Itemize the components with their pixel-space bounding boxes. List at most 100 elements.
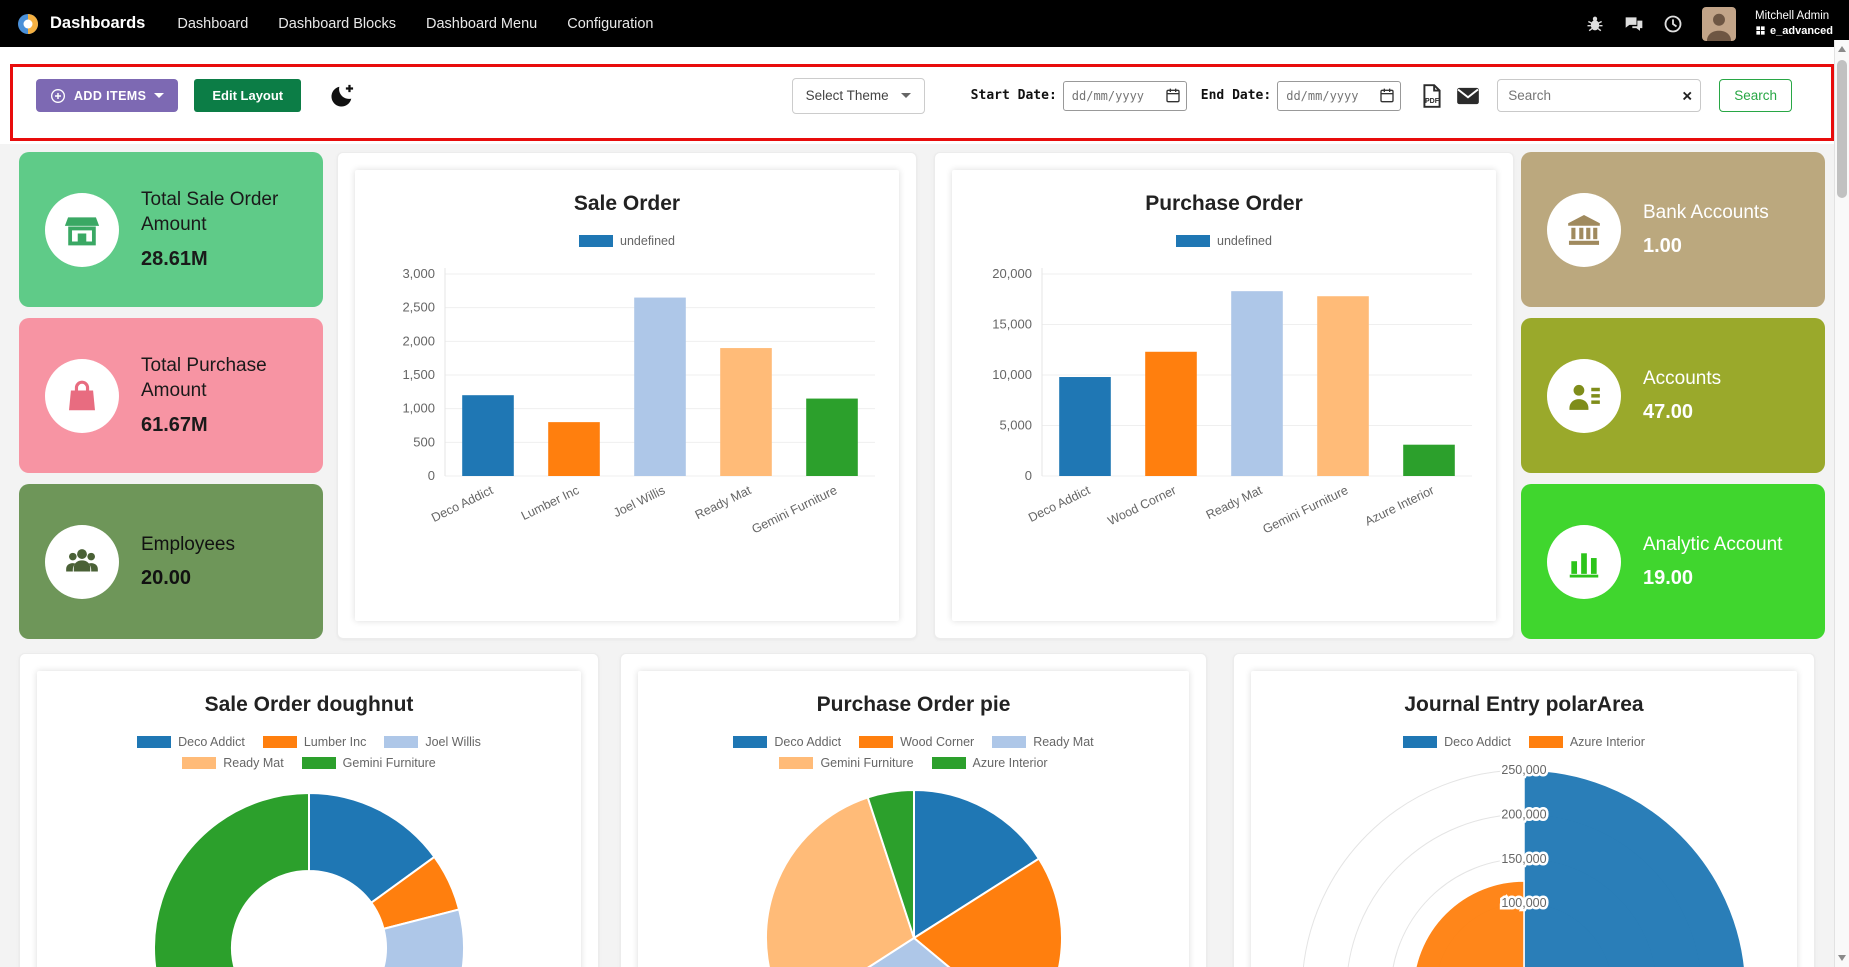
store-icon — [63, 211, 101, 249]
legend-item[interactable]: Ready Mat — [182, 756, 284, 770]
tile-icon-circle — [1547, 524, 1621, 599]
dashboard-toolbar: ADD ITEMS Edit Layout Select Theme Start… — [0, 47, 1834, 144]
svg-text:20,000: 20,000 — [992, 266, 1032, 281]
legend-item[interactable]: undefined — [1176, 234, 1272, 248]
svg-text:Wood Corner: Wood Corner — [1106, 483, 1179, 528]
user-avatar[interactable] — [1702, 6, 1737, 41]
svg-text:Lumber Inc: Lumber Inc — [519, 483, 581, 523]
activities-clock-icon[interactable] — [1663, 14, 1683, 34]
select-theme-dropdown[interactable]: Select Theme — [791, 77, 925, 114]
legend-item[interactable]: Joel Willis — [384, 735, 481, 749]
chart-legend: Deco Addict Lumber Inc Joel Willis Ready Ma… — [137, 735, 481, 770]
legend-label: Wood Corner — [900, 735, 975, 749]
main-menu: Dashboard Dashboard Blocks Dashboard Menu C… — [177, 16, 653, 32]
svg-text:Deco Addict: Deco Addict — [1026, 483, 1093, 525]
dark-mode-moon-icon[interactable] — [329, 82, 356, 109]
send-mail-icon[interactable] — [1455, 83, 1481, 109]
caret-down-icon — [154, 93, 165, 98]
company-icon — [1755, 25, 1766, 36]
svg-text:1,500: 1,500 — [402, 367, 435, 382]
legend-item[interactable]: Deco Addict — [1403, 735, 1511, 749]
stat-tile-accounts[interactable]: Accounts 47.00 — [1521, 318, 1825, 473]
nav-menu-item-dashboard-blocks[interactable]: Dashboard Blocks — [278, 15, 396, 32]
legend-label: undefined — [1217, 234, 1272, 248]
chart-legend: Deco Addict Azure Interior — [1403, 735, 1645, 749]
svg-text:200,000: 200,000 — [1501, 807, 1546, 821]
legend-swatch — [931, 757, 966, 769]
tile-label: Total Sale Order Amount — [141, 189, 279, 235]
end-date-input[interactable] — [1277, 80, 1402, 111]
stat-tile-total-sale-order-amount[interactable]: Total Sale Order Amount 28.61M — [19, 152, 323, 307]
chart-title: Purchase Order — [1145, 192, 1303, 215]
legend-item[interactable]: Gemini Furniture — [301, 756, 436, 770]
add-items-button[interactable]: ADD ITEMS — [36, 79, 179, 112]
app-title[interactable]: Dashboards — [50, 14, 146, 32]
legend-item[interactable]: undefined — [579, 234, 675, 248]
legend-swatch — [1403, 736, 1438, 748]
chart-title: Sale Order — [573, 192, 681, 215]
tile-icon-circle — [1547, 192, 1621, 267]
legend-label: Gemini Furniture — [820, 756, 914, 770]
tile-value: 47.00 — [1643, 401, 1694, 424]
legend-item[interactable]: Lumber Inc — [262, 735, 366, 749]
svg-text:Ready Mat: Ready Mat — [1204, 483, 1265, 522]
messages-icon[interactable] — [1624, 14, 1644, 34]
legend-swatch — [579, 235, 614, 247]
stat-tile-analytic-account[interactable]: Analytic Account 19.00 — [1521, 484, 1825, 639]
search-button[interactable]: Search — [1719, 79, 1792, 112]
debug-bug-icon[interactable] — [1585, 14, 1605, 34]
legend-swatch — [859, 736, 894, 748]
start-date-group: Start Date: — [971, 80, 1187, 111]
start-date-input[interactable] — [1062, 80, 1187, 111]
tile-value: 20.00 — [141, 567, 192, 590]
svg-text:Joel Willis: Joel Willis — [611, 483, 667, 520]
scroll-down-arrow[interactable] — [1838, 955, 1846, 961]
legend-label: Ready Mat — [1033, 735, 1094, 749]
svg-text:Deco Addict: Deco Addict — [429, 483, 496, 525]
end-date-group: End Date: — [1201, 80, 1402, 111]
legend-item[interactable]: Gemini Furniture — [779, 756, 914, 770]
legend-item[interactable]: Azure Interior — [1528, 735, 1645, 749]
stat-tile-bank-accounts[interactable]: Bank Accounts 1.00 — [1521, 152, 1825, 307]
vertical-scrollbar[interactable] — [1834, 40, 1849, 967]
bar-chart-canvas: 0 500 1,000 1,500 2,000 2,500 3,000 Deco Addict… — [367, 256, 887, 556]
search-input[interactable] — [1497, 79, 1702, 112]
stat-tile-employees[interactable]: Employees 20.00 — [19, 484, 323, 639]
svg-text:Azure Interior: Azure Interior — [1363, 483, 1437, 528]
user-menu[interactable]: Mitchell Admin e_advanced — [1755, 9, 1833, 38]
scroll-up-arrow[interactable] — [1838, 46, 1846, 52]
tile-label: Accounts — [1643, 367, 1722, 389]
legend-swatch — [1528, 736, 1563, 748]
svg-text:150,000: 150,000 — [1501, 852, 1546, 866]
svg-text:PDF: PDF — [1425, 98, 1440, 105]
export-pdf-icon[interactable]: PDF — [1419, 83, 1445, 109]
chart-title: Journal Entry polarArea — [1404, 693, 1644, 716]
legend-item[interactable]: Deco Addict — [733, 735, 841, 749]
edit-layout-button[interactable]: Edit Layout — [194, 79, 302, 112]
chart-panel: Journal Entry polarArea Deco Addict Azure… — [1251, 671, 1797, 967]
clear-search-icon[interactable]: × — [1682, 86, 1693, 105]
legend-item[interactable]: Wood Corner — [859, 735, 974, 749]
legend-swatch — [137, 736, 172, 748]
tile-icon-circle — [45, 358, 119, 433]
svg-text:3,000: 3,000 — [402, 266, 435, 281]
legend-label: Deco Addict — [1444, 735, 1511, 749]
nav-menu-item-dashboard[interactable]: Dashboard — [177, 15, 249, 32]
svg-text:Ready Mat: Ready Mat — [693, 483, 754, 522]
legend-label: Azure Interior — [972, 756, 1048, 770]
scrollbar-thumb[interactable] — [1837, 60, 1847, 198]
journal-entry-polar-card: Journal Entry polarArea Deco Addict Azure… — [1233, 653, 1815, 967]
app-logo-icon — [16, 12, 40, 36]
nav-menu-item-dashboard-menu[interactable]: Dashboard Menu — [425, 15, 538, 32]
stat-tile-total-purchase-amount[interactable]: Total Purchase Amount 61.67M — [19, 318, 323, 473]
legend-swatch — [1176, 235, 1211, 247]
legend-item[interactable]: Ready Mat — [992, 735, 1094, 749]
legend-item[interactable]: Deco Addict — [137, 735, 245, 749]
svg-text:250,000: 250,000 — [1501, 763, 1546, 777]
svg-text:1,000: 1,000 — [402, 401, 435, 416]
legend-item[interactable]: Azure Interior — [931, 756, 1048, 770]
legend-swatch — [301, 757, 336, 769]
nav-menu-item-configuration[interactable]: Configuration — [567, 15, 654, 32]
legend-swatch — [992, 736, 1027, 748]
tile-value: 1.00 — [1643, 235, 1682, 258]
